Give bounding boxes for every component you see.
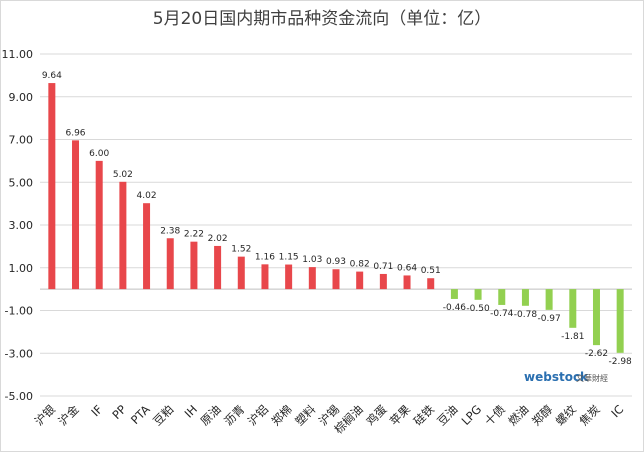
bar bbox=[498, 289, 506, 305]
watermark-sub: 文華財經 bbox=[576, 373, 608, 383]
data-label: 1.52 bbox=[231, 245, 251, 255]
data-label: -2.62 bbox=[585, 349, 608, 359]
data-label: -2.98 bbox=[609, 357, 633, 367]
bar bbox=[143, 203, 151, 290]
x-category-label: 沪铝 bbox=[245, 402, 271, 428]
x-category-label: 沪银 bbox=[32, 402, 59, 429]
bar bbox=[403, 275, 411, 290]
gridlines bbox=[40, 53, 632, 397]
data-label: 1.16 bbox=[255, 252, 275, 262]
bar bbox=[521, 289, 529, 306]
bar bbox=[427, 278, 435, 290]
bar bbox=[95, 160, 103, 290]
x-category-label: 沪金 bbox=[55, 402, 82, 429]
bar bbox=[356, 271, 364, 290]
y-tick-label: 7.00 bbox=[9, 134, 34, 147]
y-tick-label: -1.00 bbox=[5, 305, 33, 318]
bar bbox=[332, 269, 340, 290]
data-label: 0.93 bbox=[326, 257, 346, 267]
bar bbox=[474, 289, 482, 300]
x-category-label: 苹果 bbox=[387, 402, 414, 429]
bar bbox=[72, 140, 80, 290]
data-label: 9.64 bbox=[42, 71, 62, 81]
data-label: 5.02 bbox=[113, 170, 133, 180]
bar bbox=[569, 289, 577, 328]
x-category-label: 郑棉 bbox=[269, 402, 295, 428]
data-label: 2.22 bbox=[184, 230, 204, 240]
data-label: -0.74 bbox=[490, 309, 514, 319]
data-label: 0.64 bbox=[397, 263, 417, 273]
x-category-label: IF bbox=[88, 402, 105, 419]
x-category-label: 塑料 bbox=[292, 402, 319, 429]
data-label: 0.71 bbox=[373, 262, 393, 272]
x-category-label: 豆粕 bbox=[150, 402, 176, 428]
x-category-label: LPG bbox=[459, 402, 485, 428]
y-tick-label: 11.00 bbox=[2, 48, 34, 61]
bar bbox=[261, 264, 269, 290]
bar bbox=[190, 241, 198, 290]
bar bbox=[308, 267, 316, 290]
x-category-label: 硅铁 bbox=[411, 402, 438, 429]
data-label: -0.46 bbox=[443, 303, 467, 313]
bar bbox=[48, 83, 56, 290]
bar bbox=[237, 256, 245, 290]
x-category-label: 螺纹 bbox=[553, 402, 580, 429]
x-category-label: IC bbox=[608, 402, 626, 420]
data-label: 6.96 bbox=[65, 128, 85, 138]
bar bbox=[379, 273, 387, 290]
data-label: -1.81 bbox=[561, 332, 584, 342]
bar bbox=[285, 264, 293, 290]
data-label: 4.02 bbox=[137, 191, 157, 201]
bar bbox=[450, 289, 458, 299]
bar bbox=[166, 238, 174, 290]
data-label: 2.02 bbox=[208, 234, 228, 244]
data-label: 0.51 bbox=[421, 266, 441, 276]
bar bbox=[545, 289, 553, 310]
x-category-label: 郑醇 bbox=[529, 402, 556, 429]
x-category-label: 鸡蛋 bbox=[363, 402, 390, 429]
y-tick-label: -3.00 bbox=[5, 347, 33, 360]
y-tick-label: 1.00 bbox=[9, 262, 34, 275]
bar bbox=[592, 289, 600, 346]
x-category-label: 豆油 bbox=[434, 402, 460, 428]
data-label: -0.97 bbox=[537, 314, 560, 324]
x-category-label: 燃油 bbox=[505, 402, 531, 428]
y-axis-ticks: 11.00 9.00 7.00 5.00 3.00 1.00 -1.00 -3.00 -5.00 bbox=[2, 48, 34, 403]
x-category-label: 焦炭 bbox=[576, 402, 602, 428]
watermark-logo: webstock 文華財經 bbox=[524, 370, 608, 384]
bars bbox=[48, 83, 624, 353]
data-labels: 9.64 6.96 6.00 5.02 4.02 2.38 2.22 2.021.52 1.16… bbox=[42, 71, 632, 367]
bar bbox=[119, 181, 127, 290]
y-tick-label: 3.00 bbox=[9, 219, 34, 232]
data-label: -0.78 bbox=[514, 310, 538, 320]
data-label: 6.00 bbox=[89, 149, 109, 159]
chart-title: 5月20日国内期市品种资金流向（单位：亿） bbox=[153, 9, 491, 29]
data-label: 1.03 bbox=[302, 255, 322, 265]
y-tick-label: -5.00 bbox=[5, 390, 33, 403]
data-label: 0.82 bbox=[350, 260, 370, 270]
x-category-label: PP bbox=[109, 402, 129, 422]
watermark-brand: webstock bbox=[524, 370, 589, 384]
data-label: 1.15 bbox=[279, 253, 299, 263]
data-label: -0.50 bbox=[466, 304, 490, 314]
data-label: 2.38 bbox=[160, 226, 180, 236]
x-category-label: 原油 bbox=[198, 402, 224, 428]
x-category-label: 沥青 bbox=[221, 402, 247, 428]
y-tick-label: 5.00 bbox=[9, 176, 34, 189]
bar bbox=[214, 245, 222, 290]
y-tick-label: 9.00 bbox=[9, 91, 34, 104]
bar bbox=[616, 289, 624, 353]
x-category-label: PTA bbox=[128, 402, 153, 427]
x-category-label: 十债 bbox=[482, 402, 508, 428]
